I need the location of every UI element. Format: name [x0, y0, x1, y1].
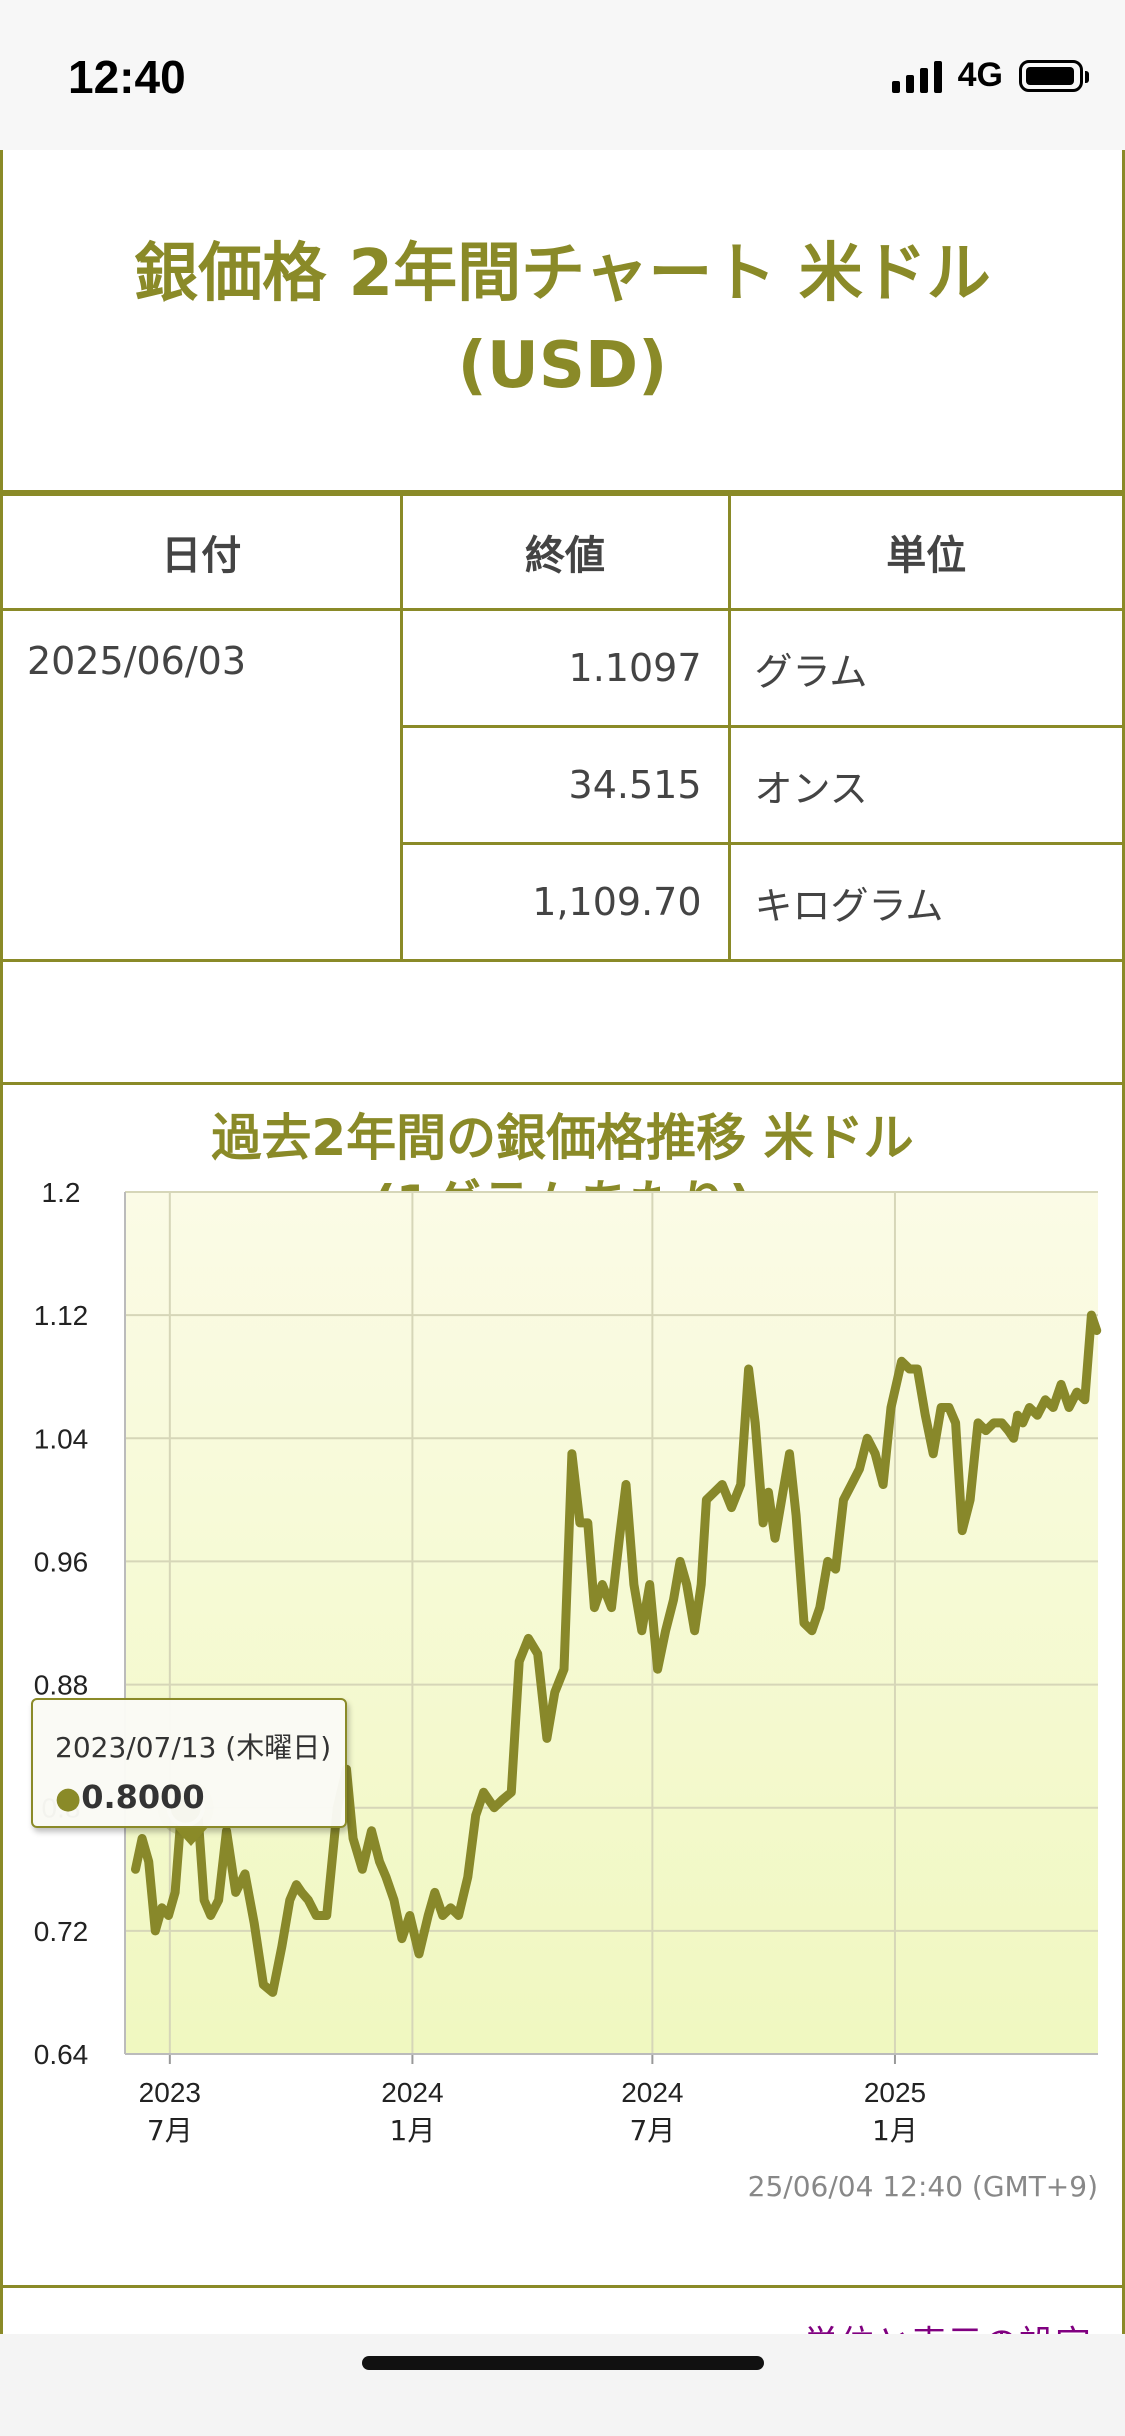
x-tick-year: 2024: [621, 2077, 683, 2108]
y-tick-label: 1.2: [42, 1177, 81, 1208]
y-tick-label: 0.72: [34, 1916, 89, 1947]
spacer-row: [3, 962, 1122, 1085]
battery-icon: [1019, 59, 1089, 92]
home-indicator[interactable]: [362, 2356, 764, 2370]
unit-cell: キログラム: [727, 842, 1122, 962]
tooltip-value-row: ●0.8000: [55, 1778, 345, 1816]
y-tick-label: 0.88: [34, 1670, 89, 1701]
table-row: 34.515 オンス: [3, 725, 1122, 845]
status-time: 12:40: [68, 51, 186, 103]
x-tick-year: 2025: [864, 2077, 926, 2108]
network-label: 4G: [957, 56, 1003, 94]
unit-cell: グラム: [727, 608, 1122, 728]
y-tick-label: 1.12: [34, 1300, 89, 1331]
updated-timestamp: 25/06/04 12:40 (GMT+9): [747, 2170, 1098, 2203]
unit-cell: オンス: [727, 725, 1122, 845]
x-tick-month: 7月: [629, 2114, 675, 2147]
x-tick-month: 1月: [872, 2114, 918, 2147]
table-row: 2025/06/03 1.1097 グラム: [3, 608, 1122, 962]
value-cell: 1,109.70: [401, 842, 731, 962]
chart-tooltip: 2023/07/13 (木曜日) ●0.8000: [31, 1698, 347, 1846]
silver-price-chart[interactable]: 1.21.121.040.960.880.80.720.6420237月2024…: [3, 1085, 1122, 2285]
header-date: 日付: [3, 493, 403, 611]
y-tick-label: 1.04: [34, 1423, 89, 1454]
title-block: 銀価格 2年間チャート 米ドル (USD): [3, 150, 1122, 493]
status-bar: 12:40 4G: [0, 0, 1125, 150]
y-tick-label: 0.96: [34, 1546, 89, 1577]
date-cell: 2025/06/03: [3, 608, 403, 962]
y-tick-label: 0.64: [34, 2039, 89, 2070]
chart-title-line1: 過去2年間の銀価格推移 米ドル: [211, 1109, 914, 1167]
header-close: 終値: [399, 493, 731, 611]
x-tick-year: 2023: [139, 2077, 201, 2108]
x-tick-month: 7月: [147, 2114, 193, 2147]
chart-section: 過去2年間の銀価格推移 米ドル (1グラムあたり) 1.21.121.040.9…: [3, 1085, 1122, 2288]
signal-icon: [891, 59, 942, 93]
series-dot-icon: ●: [55, 1781, 82, 1816]
table-row: 1,109.70 キログラム: [3, 842, 1122, 962]
page-content: 銀価格 2年間チャート 米ドル (USD) 日付 終値 単位 2025/06/0…: [0, 150, 1125, 2334]
x-tick-month: 1月: [390, 2114, 436, 2147]
home-bar-area: [0, 2334, 1125, 2436]
value-cell: 1.1097: [399, 608, 731, 728]
status-indicators: 4G: [891, 56, 1089, 95]
page-title: 銀価格 2年間チャート 米ドル (USD): [134, 237, 991, 403]
plot-background: [125, 1192, 1098, 2054]
value-cell: 34.515: [401, 725, 731, 845]
table-header-row: 日付 終値 単位: [3, 493, 1122, 611]
x-tick-year: 2024: [381, 2077, 443, 2108]
price-table: 日付 終値 単位 2025/06/03 1.1097 グラム 34.515 オン…: [3, 493, 1122, 962]
series-line: [131, 1310, 1102, 1997]
tooltip-date: 2023/07/13 (木曜日): [55, 1731, 332, 1764]
header-unit: 単位: [727, 493, 1122, 611]
tooltip-value: 0.8000: [81, 1778, 205, 1816]
